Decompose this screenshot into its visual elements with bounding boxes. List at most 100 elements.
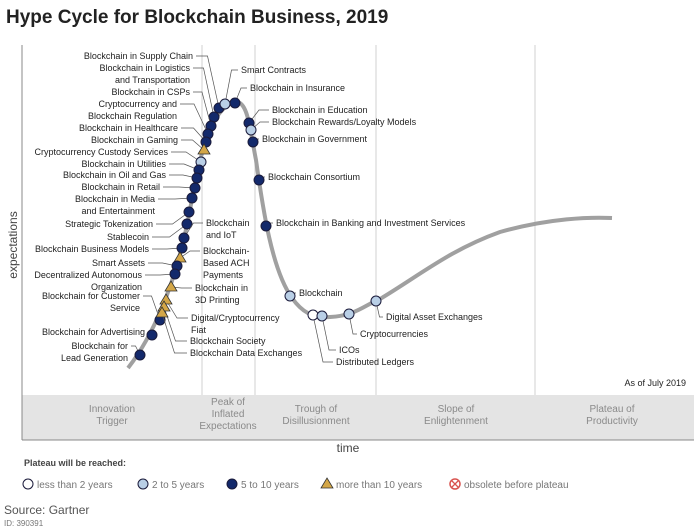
leader-line <box>193 91 212 127</box>
source: Source: Gartner <box>4 503 89 517</box>
leader-line <box>158 197 193 200</box>
legend-item-lt2: less than 2 years <box>22 478 113 491</box>
leader-line <box>196 55 220 109</box>
leader-line <box>181 139 205 151</box>
dark-blue-circle-icon <box>226 478 238 490</box>
doc-id: ID: 390391 <box>4 519 44 528</box>
leader-line <box>312 314 333 363</box>
technology-item: Blockchain in Banking and Investment Ser… <box>260 218 466 232</box>
light-blue-circle-icon <box>137 478 149 490</box>
technology-item: Blockchain in Media and Entertainment <box>75 192 198 216</box>
technology-marker-icon <box>307 309 319 321</box>
technology-item: Blockchain in Gaming <box>91 135 211 155</box>
technology-label: Decentralized Autonomous Organization <box>34 270 142 292</box>
technology-label: Blockchain in 3D Printing <box>195 283 248 305</box>
y-axis-label: expectations <box>6 211 20 278</box>
technology-label: Blockchain-Based ACH Payments <box>203 246 250 280</box>
technology-item: Blockchain Data Exchanges <box>155 306 303 358</box>
legend-label: less than 2 years <box>37 480 113 491</box>
technology-marker-icon <box>178 232 190 244</box>
technology-item: Blockchain Society <box>157 300 266 346</box>
phase-label: Innovation Trigger <box>89 404 135 427</box>
x-axis-label: time <box>337 441 360 455</box>
technology-marker-icon <box>183 206 195 218</box>
technology-label: Blockchain in Utilities <box>81 159 166 169</box>
legend-title: Plateau will be reached: <box>24 458 126 468</box>
technology-marker-icon <box>245 124 257 136</box>
technology-item: Digital Asset Exchanges <box>370 295 483 322</box>
technology-marker-icon <box>189 182 201 194</box>
technology-item: Blockchain Business Models <box>35 242 188 254</box>
leader-line <box>152 223 188 238</box>
technology-marker-icon <box>134 349 146 361</box>
technology-label: Digital Asset Exchanges <box>386 312 483 322</box>
technology-marker-icon <box>197 143 211 155</box>
technology-item: Stablecoin <box>107 218 193 242</box>
technology-label: Blockchain in Logistics and Transportatio… <box>99 63 190 85</box>
technology-label: Smart Contracts <box>241 65 307 75</box>
legend-item-2to5: 2 to 5 years <box>137 478 204 491</box>
technology-item: Blockchain Consortium <box>253 172 360 186</box>
technology-label: Blockchain in Supply Chain <box>84 51 193 61</box>
technology-marker-icon <box>191 172 203 184</box>
technology-label: Blockchain in CSPs <box>111 87 190 97</box>
technology-label: Digital/Cryptocurrency Fiat <box>191 313 280 335</box>
leader-line <box>161 312 187 354</box>
technology-item: Decentralized Autonomous Organization <box>34 268 181 292</box>
technology-label: Blockchain Business Models <box>35 244 150 254</box>
legend-label: 5 to 10 years <box>241 480 299 491</box>
technology-item: Blockchain and IoT <box>178 218 250 244</box>
technology-marker-icon <box>316 310 328 322</box>
leader-line <box>143 295 161 321</box>
technology-item: Blockchain in 3D Printing <box>164 280 248 305</box>
technology-label: Blockchain Data Exchanges <box>190 348 303 358</box>
white-circle-icon <box>22 478 34 490</box>
phase-band <box>22 395 694 440</box>
legend-item-obs: obsolete before plateau <box>449 478 569 491</box>
technology-item: ICOs <box>316 310 360 355</box>
technology-label: Blockchain in Insurance <box>250 83 345 93</box>
leader-line <box>180 103 209 135</box>
leader-line <box>165 299 188 319</box>
technology-item: Blockchain for Customer Service <box>42 291 166 326</box>
technology-item: Cryptocurrencies <box>343 308 429 339</box>
leader-line <box>321 315 336 351</box>
technology-marker-icon <box>146 329 158 341</box>
technology-label: Blockchain and IoT <box>206 218 250 240</box>
technology-item: Blockchain Rewards/Loyalty Models <box>245 117 417 136</box>
technology-label: Blockchain in Retail <box>81 182 160 192</box>
technology-item: Smart Contracts <box>219 65 307 110</box>
technology-item: Blockchain for Lead Generation <box>61 341 146 363</box>
technology-label: Blockchain for Lead Generation <box>61 341 128 363</box>
technology-label: Blockchain in Banking and Investment Ser… <box>276 218 466 228</box>
technology-label: Blockchain Society <box>190 336 266 346</box>
technology-marker-icon <box>169 268 181 280</box>
technology-label: Blockchain <box>299 288 343 298</box>
technology-label: Blockchain in Oil and Gas <box>63 170 167 180</box>
technology-item: Blockchain for Advertising <box>42 327 158 341</box>
phase-label: Peak of Inflated Expectations <box>199 397 256 432</box>
technology-label: Blockchain for Customer Service <box>42 291 140 313</box>
technology-label: Blockchain Consortium <box>268 172 360 182</box>
technology-label: Blockchain in Government <box>262 134 368 144</box>
legend-label: obsolete before plateau <box>464 480 569 491</box>
technology-label: ICOs <box>339 345 360 355</box>
technology-marker-icon <box>208 111 220 123</box>
technology-label: Blockchain in Healthcare <box>79 123 178 133</box>
technology-item: Cryptocurrency and Blockchain Regulation <box>88 99 214 140</box>
legend-label: more than 10 years <box>336 480 422 491</box>
leader-line <box>193 67 215 118</box>
technology-item: Strategic Tokenization <box>65 206 195 229</box>
technology-label: Cryptocurrencies <box>360 329 429 339</box>
leader-line <box>183 222 203 239</box>
technology-marker-icon <box>219 98 231 110</box>
phase-label: Plateau of Productivity <box>586 404 638 427</box>
technology-marker-icon <box>159 293 173 305</box>
as-of-date: As of July 2019 <box>624 378 686 388</box>
technology-item: Distributed Ledgers <box>307 309 415 367</box>
technology-item: Blockchain in Insurance <box>229 83 345 109</box>
red-crossed-circle-icon <box>449 478 461 490</box>
technology-item: Blockchain in Government <box>247 134 368 148</box>
